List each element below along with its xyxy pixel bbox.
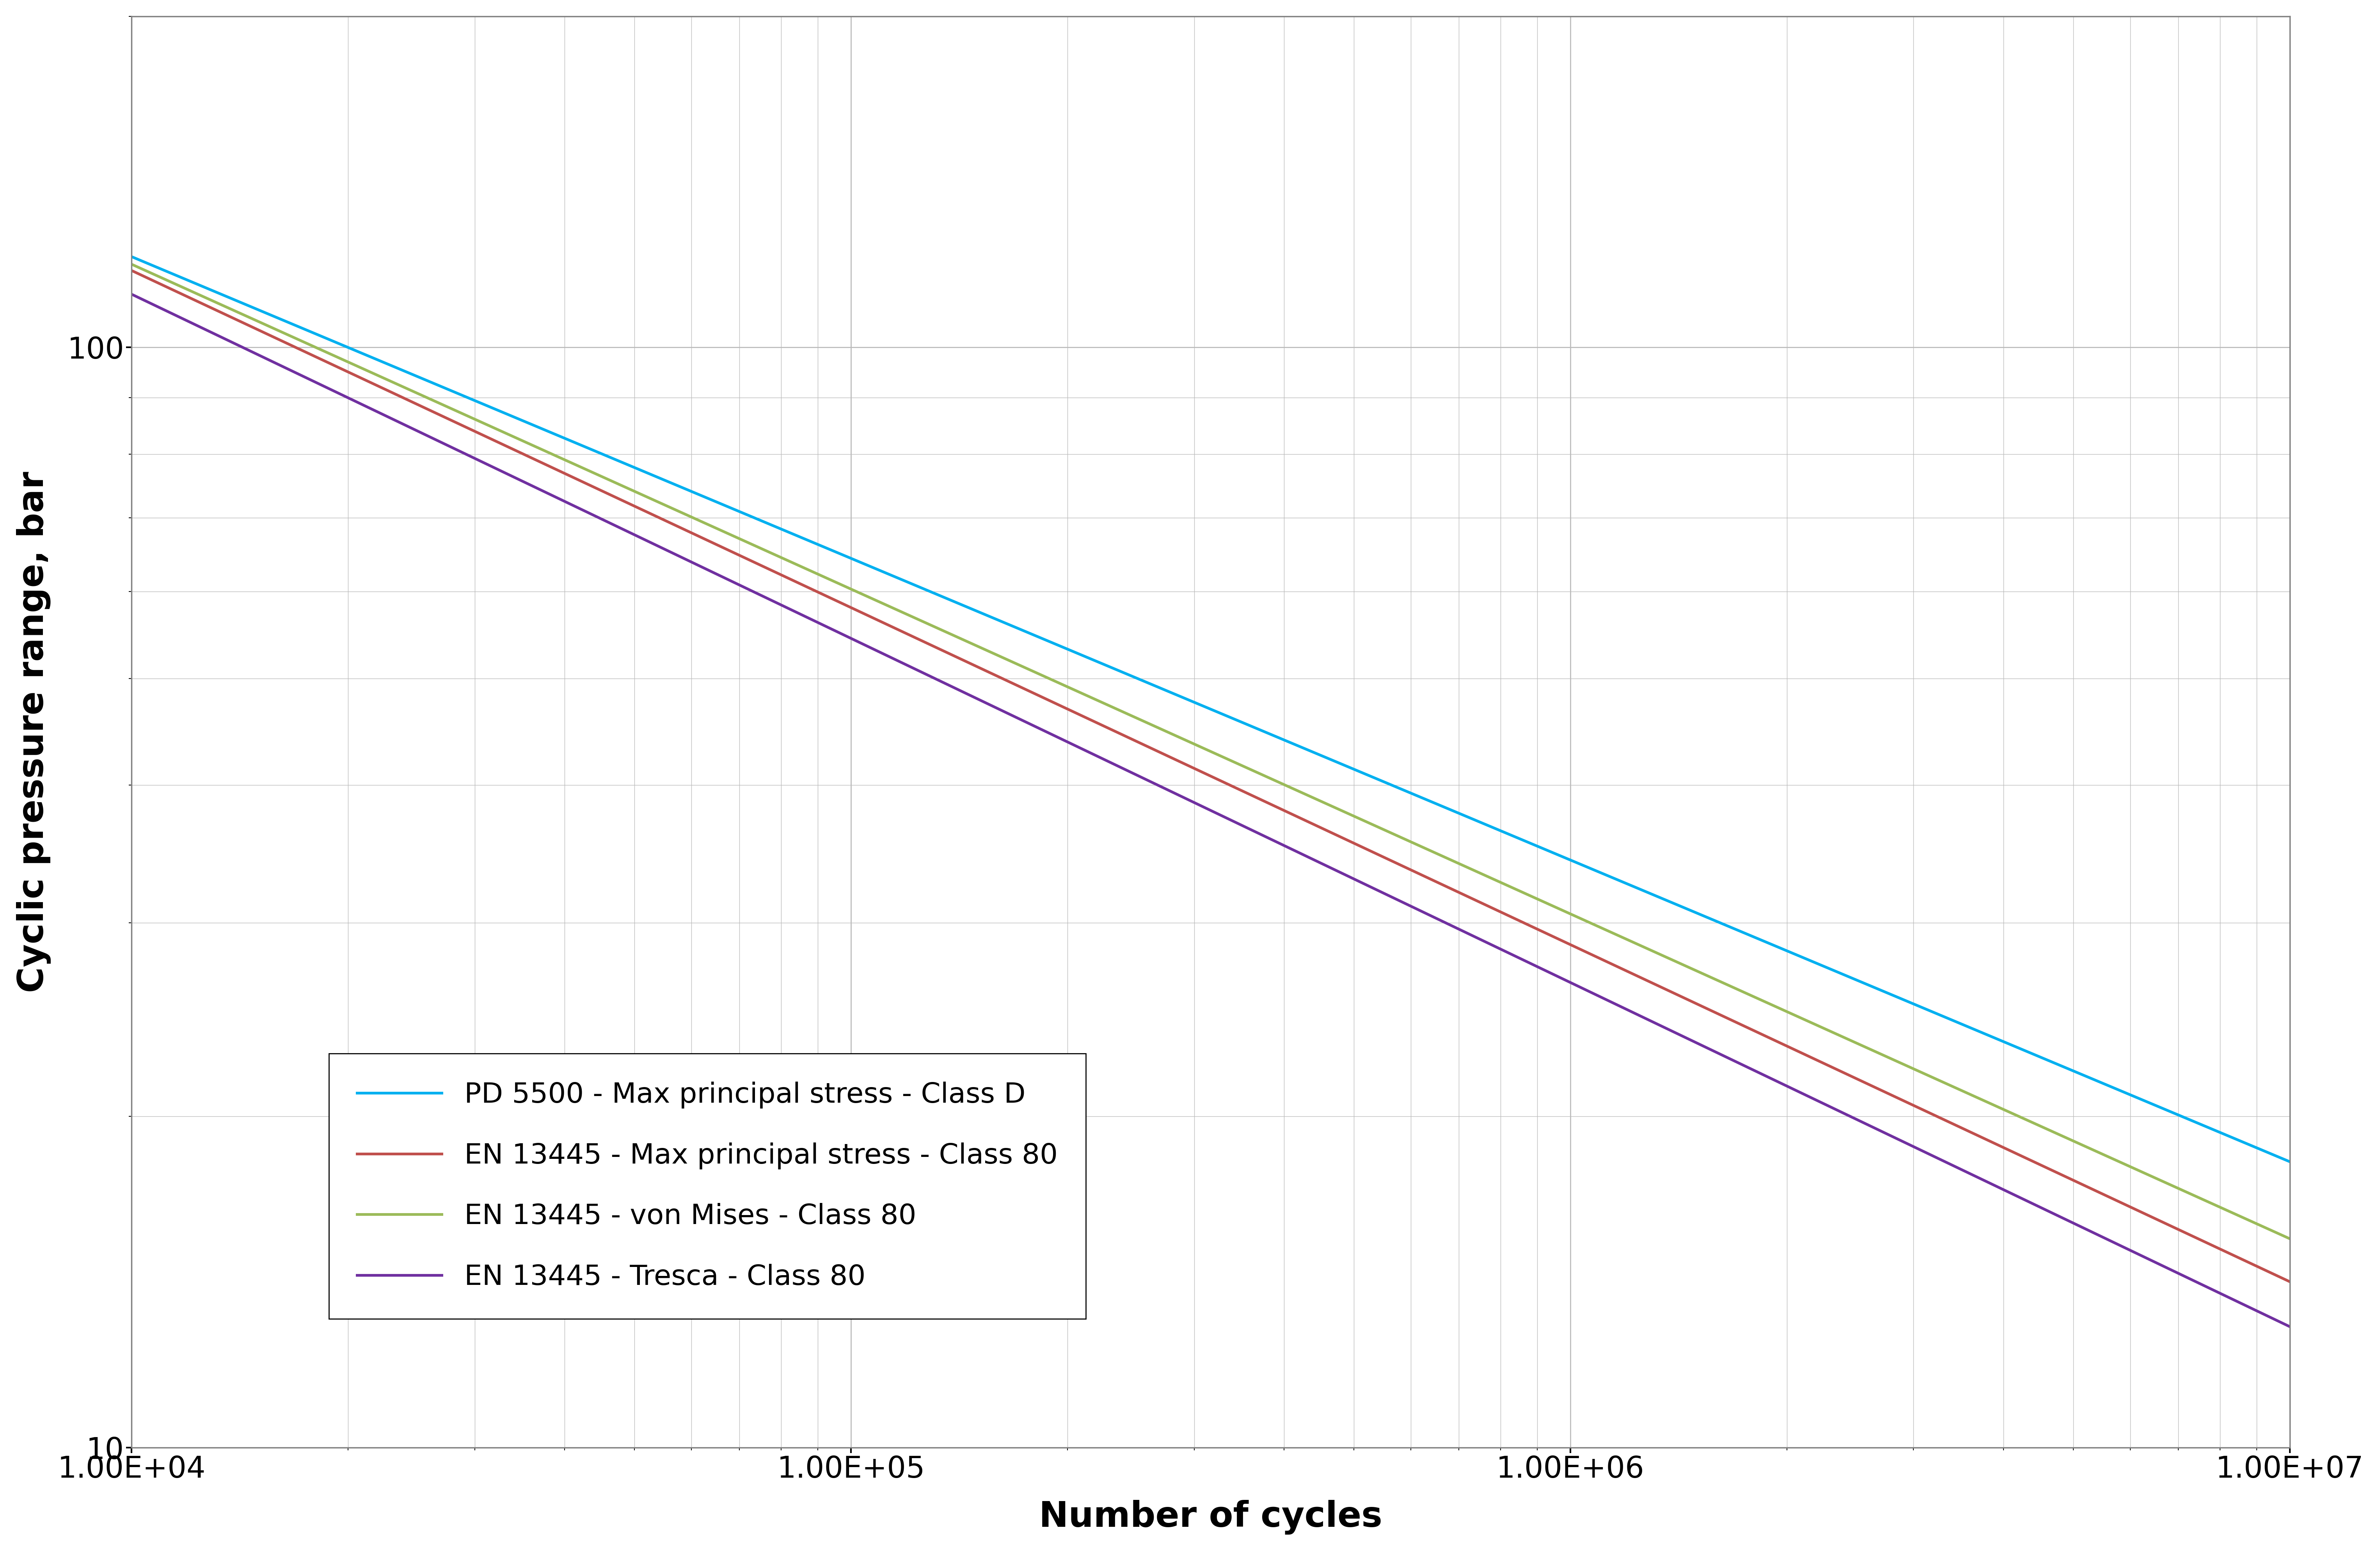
X-axis label: Number of cycles: Number of cycles [1040,1500,1383,1535]
EN 13445 - Tresca - Class 80 [338,391,367,409]
EN 13445 - von Mises - Class 80 [2275,1230,2304,1249]
EN 13445 - Tresca - Class 80 [1599,994,1628,1013]
Line: EN 13445 - von Mises - Class 80: EN 13445 - von Mises - Class 80 [131,264,2290,1239]
Legend: PD 5500 - Max principal stress - Class D, EN 13445 - Max principal stress - Clas: PD 5500 - Max principal stress - Class D… [328,1053,1085,1318]
EN 13445 - Max principal stress - Class 80 [1799,1050,1828,1069]
PD 5500 - Max principal stress - Class D [1069,645,1097,664]
PD 5500 - Max principal stress - Class D [338,340,367,358]
EN 13445 - von Mises - Class 80 [338,354,367,372]
PD 5500 - Max principal stress - Class D [117,247,145,265]
PD 5500 - Max principal stress - Class D [1599,869,1628,887]
EN 13445 - von Mises - Class 80 [117,254,145,273]
EN 13445 - von Mises - Class 80 [1840,1033,1868,1052]
Y-axis label: Cyclic pressure range, bar: Cyclic pressure range, bar [17,472,50,993]
EN 13445 - Tresca - Class 80 [990,703,1019,721]
EN 13445 - Max principal stress - Class 80 [1069,707,1097,726]
EN 13445 - Tresca - Class 80 [1069,740,1097,758]
PD 5500 - Max principal stress - Class D [1840,969,1868,988]
EN 13445 - von Mises - Class 80 [1069,684,1097,703]
EN 13445 - Max principal stress - Class 80 [1599,955,1628,974]
EN 13445 - Tresca - Class 80 [2275,1317,2304,1335]
Line: PD 5500 - Max principal stress - Class D: PD 5500 - Max principal stress - Class D [131,256,2290,1162]
EN 13445 - von Mises - Class 80 [990,648,1019,667]
PD 5500 - Max principal stress - Class D [990,613,1019,631]
PD 5500 - Max principal stress - Class D [1799,952,1828,971]
EN 13445 - Max principal stress - Class 80 [1840,1069,1868,1087]
EN 13445 - von Mises - Class 80 [1799,1014,1828,1033]
EN 13445 - von Mises - Class 80 [1599,924,1628,943]
EN 13445 - Max principal stress - Class 80 [117,261,145,279]
Line: EN 13445 - Tresca - Class 80: EN 13445 - Tresca - Class 80 [131,295,2290,1326]
EN 13445 - Max principal stress - Class 80 [990,670,1019,689]
Line: EN 13445 - Max principal stress - Class 80: EN 13445 - Max principal stress - Class … [131,270,2290,1281]
EN 13445 - Max principal stress - Class 80 [2275,1272,2304,1290]
PD 5500 - Max principal stress - Class D [2275,1152,2304,1171]
EN 13445 - Max principal stress - Class 80 [338,364,367,383]
EN 13445 - Tresca - Class 80 [1799,1090,1828,1109]
EN 13445 - Tresca - Class 80 [117,285,145,304]
EN 13445 - Tresca - Class 80 [1840,1109,1868,1128]
